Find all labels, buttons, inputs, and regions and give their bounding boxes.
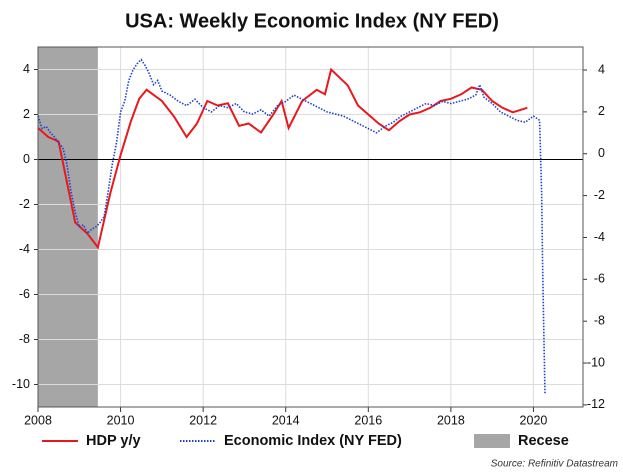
y-tick-label: 2: [23, 107, 30, 121]
source: Source: Refinitiv Datastream: [491, 459, 618, 470]
x-tick-label: 2008: [24, 413, 52, 427]
series-line: [37, 58, 546, 395]
y-tick-label: -8: [19, 332, 30, 346]
legend-label: HDP y/y: [86, 433, 141, 449]
x-tick-label: 2018: [437, 413, 465, 427]
x-tick-label: 2012: [189, 413, 217, 427]
x-tick-label: 2010: [107, 413, 135, 427]
recession-band: [38, 47, 98, 407]
series-line: [37, 67, 528, 250]
y2-tick-label: -10: [587, 355, 605, 369]
y2-tick-label: 2: [598, 104, 605, 118]
y2-tick-label: -2: [594, 188, 605, 202]
y-tick-label: 0: [23, 152, 30, 166]
x-tick-label: 2014: [272, 413, 300, 427]
chart-title: USA: Weekly Economic Index (NY FED): [125, 10, 499, 32]
legend-label: Recese: [518, 433, 569, 449]
y-tick-label: 4: [23, 62, 30, 76]
y2-tick-label: -12: [587, 397, 605, 411]
y-tick-label: -6: [19, 287, 30, 301]
legend-swatch: [474, 434, 510, 448]
y2-tick-label: -4: [594, 230, 605, 244]
x-tick-label: 2016: [354, 413, 382, 427]
y2-tick-label: -8: [594, 313, 605, 327]
plot-frame: [37, 46, 584, 408]
y-tick-label: -10: [12, 377, 30, 391]
y2-tick-label: -6: [594, 272, 605, 286]
x-tick-label: 2020: [520, 413, 548, 427]
legend-label: Economic Index (NY FED): [224, 433, 402, 449]
y-tick-label: -2: [19, 197, 30, 211]
y2-tick-label: 0: [598, 146, 605, 160]
y2-tick-label: 4: [598, 62, 605, 76]
y-tick-label: -4: [19, 242, 30, 256]
